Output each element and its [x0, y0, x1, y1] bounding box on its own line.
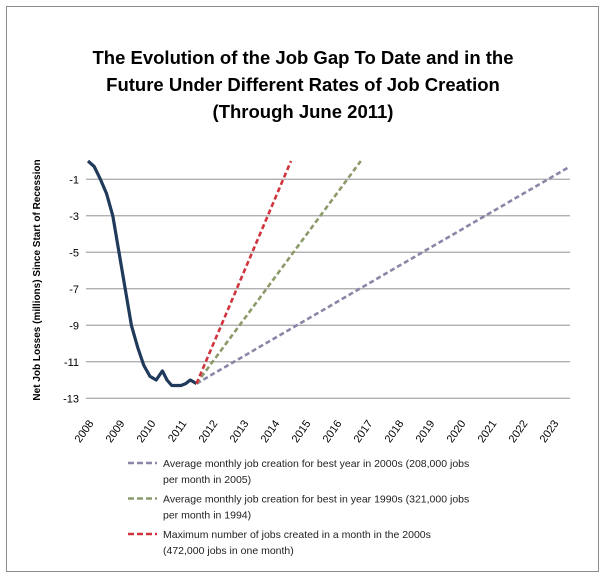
x-tick-label: 2014 — [259, 418, 283, 445]
series-line-2 — [195, 160, 362, 385]
chart-title: The Evolution of the Job Gap To Date and… — [92, 47, 513, 122]
legend-label: per month in 2005) — [163, 474, 251, 486]
x-tick-label: 2008 — [73, 418, 97, 445]
x-tick-label: 2009 — [104, 418, 128, 445]
x-tick-label: 2017 — [352, 418, 376, 445]
x-tick-label: 2010 — [135, 418, 159, 445]
x-tick-label: 2020 — [445, 418, 469, 445]
series-line-1 — [195, 165, 571, 385]
y-tick-label: -5 — [69, 247, 79, 259]
title-line-2: Future Under Different Rates of Job Crea… — [106, 74, 500, 95]
x-tick-label: 2023 — [538, 418, 562, 445]
y-tick-label: -3 — [69, 211, 79, 223]
x-tick-label: 2011 — [166, 418, 189, 444]
x-tick-label: 2016 — [321, 418, 345, 445]
x-tick-label: 2021 — [476, 418, 500, 445]
legend-label: Average monthly job creation for best ye… — [163, 458, 469, 470]
legend-label: per month in 1994) — [163, 510, 251, 522]
title-line-1: The Evolution of the Job Gap To Date and… — [92, 47, 513, 68]
title-line-3: (Through June 2011) — [213, 101, 394, 122]
series-line-0 — [86, 159, 198, 388]
x-tick-label: 2013 — [228, 418, 252, 445]
x-tick-label: 2012 — [197, 418, 221, 445]
series-line-3 — [195, 160, 293, 385]
legend-label: Average monthly job creation for best in… — [163, 494, 469, 506]
x-tick-label: 2018 — [383, 418, 407, 445]
legend-label: Maximum number of jobs created in a mont… — [163, 529, 431, 541]
y-tick-label: -7 — [69, 284, 79, 296]
y-tick-label: -1 — [69, 174, 79, 186]
x-tick-label: 2019 — [414, 418, 438, 445]
y-tick-label: -11 — [64, 357, 79, 369]
y-axis-label: Net Job Losses (millions) Since Start of… — [32, 159, 43, 400]
legend-label: (472,000 jobs in one month) — [163, 545, 294, 557]
chart-frame — [6, 6, 599, 572]
legend: Average monthly job creation for best ye… — [128, 458, 469, 557]
x-tick-label: 2015 — [290, 418, 314, 445]
y-tick-label: -13 — [63, 393, 79, 405]
x-tick-label: 2022 — [507, 418, 531, 445]
y-tick-label: -9 — [69, 320, 79, 332]
